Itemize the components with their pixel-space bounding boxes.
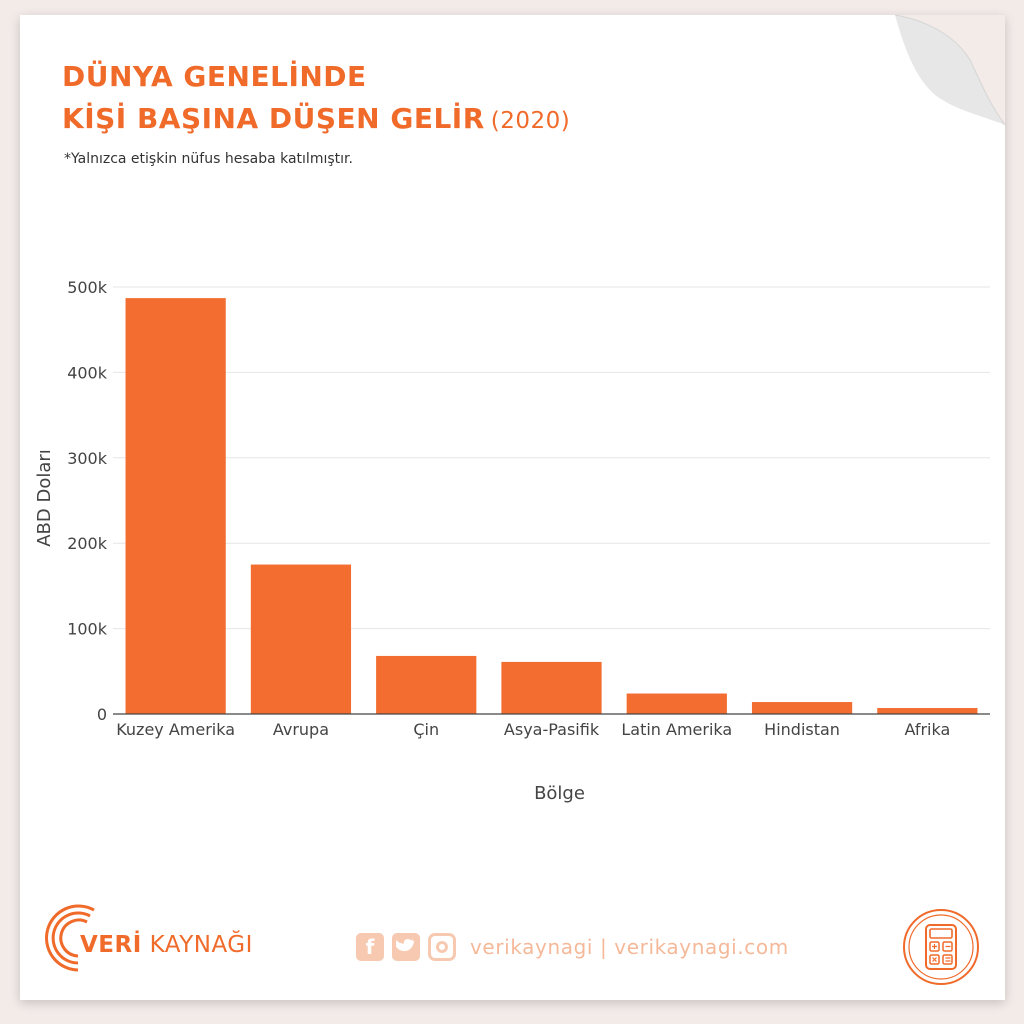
x-tick-label: Çin xyxy=(413,720,439,739)
facebook-icon[interactable]: f xyxy=(356,933,384,961)
x-tick-label: Avrupa xyxy=(273,720,329,739)
x-tick-label: Afrika xyxy=(904,720,950,739)
bar-4 xyxy=(626,693,727,714)
y-tick-label: 400k xyxy=(67,363,108,382)
calculator-icon xyxy=(903,909,979,985)
bar-1 xyxy=(250,564,352,714)
x-tick-label: Hindistan xyxy=(764,720,840,739)
social-handle[interactable]: verikaynagi | verikaynagi.com xyxy=(470,935,789,959)
brand-name-bold: VERİ xyxy=(80,932,142,958)
chart-title-year: (2020) xyxy=(490,108,571,134)
chart-title-line2: KİŞİ BAŞINA DÜŞEN GELİR (2020) xyxy=(62,102,570,135)
y-axis-title: ABD Doları xyxy=(34,449,55,547)
instagram-icon[interactable] xyxy=(428,933,456,961)
y-tick-label: 500k xyxy=(67,278,108,297)
bar-6 xyxy=(877,708,978,714)
x-axis-title: Bölge xyxy=(534,783,585,804)
page-curl xyxy=(895,15,1005,125)
chart-title-line1: DÜNYA GENELİNDE xyxy=(62,60,367,93)
x-tick-label: Asya-Pasifik xyxy=(504,720,600,739)
y-tick-label: 100k xyxy=(67,620,108,639)
y-tick-label: 200k xyxy=(67,534,108,553)
bar-5 xyxy=(751,702,853,714)
chart-title-main: KİŞİ BAŞINA DÜŞEN GELİR xyxy=(62,102,485,135)
brand-name: VERİ KAYNAĞI xyxy=(80,932,253,958)
bar-0 xyxy=(125,298,226,714)
brand-name-rest: KAYNAĞI xyxy=(141,932,253,958)
y-tick-label: 300k xyxy=(67,449,108,468)
twitter-icon[interactable] xyxy=(392,933,420,961)
social-links: f verikaynagi | verikaynagi.com xyxy=(356,932,789,962)
x-tick-label: Latin Amerika xyxy=(621,720,732,739)
x-tick-label: Kuzey Amerika xyxy=(116,720,235,739)
y-tick-label: 0 xyxy=(97,705,107,724)
bar-2 xyxy=(376,655,477,714)
bar-3 xyxy=(501,661,602,714)
chart-subtitle: *Yalnızca etişkin nüfus hesaba katılmışt… xyxy=(64,151,353,167)
brand-logo-arcs-icon xyxy=(45,904,95,972)
